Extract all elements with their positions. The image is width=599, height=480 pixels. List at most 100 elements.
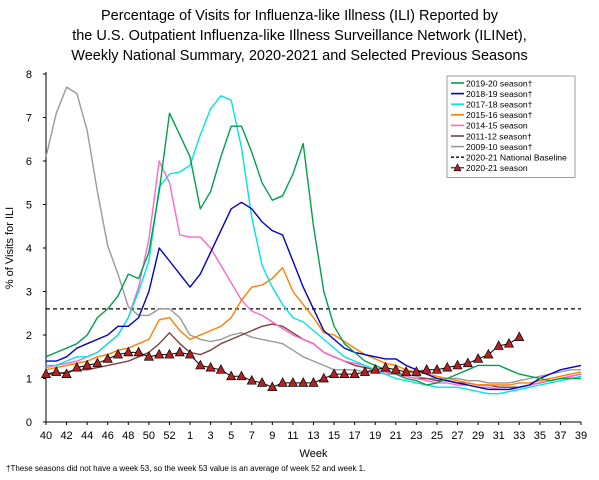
current-season-point xyxy=(40,368,52,378)
y-tick-label: 0 xyxy=(26,417,32,429)
chart-title-line-3: Weekly National Summary, 2020-2021 and S… xyxy=(71,48,528,64)
y-tick-label: 2 xyxy=(26,330,32,342)
x-tick-label: 11 xyxy=(287,430,298,442)
y-tick-label: 1 xyxy=(26,374,32,386)
x-tick-label: 33 xyxy=(513,430,525,442)
x-tick-label: 52 xyxy=(163,430,175,442)
current-season-point xyxy=(215,364,226,374)
x-tick-label: 44 xyxy=(81,430,93,442)
legend-label: 2020-21 season xyxy=(466,163,528,173)
current-season-point xyxy=(143,351,154,361)
current-season-point xyxy=(370,364,381,374)
x-tick-label: 23 xyxy=(410,430,422,442)
x-tick-label: 7 xyxy=(249,430,255,442)
current-season-point xyxy=(71,361,82,372)
legend-marker xyxy=(453,163,462,172)
y-tick-label: 5 xyxy=(26,200,32,212)
current-season-point xyxy=(349,368,360,378)
current-season-point xyxy=(401,366,412,376)
current-season-point xyxy=(195,359,206,370)
current-season-point xyxy=(174,346,185,357)
current-season-point xyxy=(308,377,319,387)
y-axis-label: % of Visits for ILI xyxy=(4,207,16,289)
series-line xyxy=(45,112,581,386)
chart-title-line-1: Percentage of Visits for Influenza-like … xyxy=(100,8,499,24)
current-season-point xyxy=(411,366,422,376)
y-tick-label: 8 xyxy=(26,69,32,81)
series-line xyxy=(46,95,582,395)
y-tick-label: 6 xyxy=(26,156,32,168)
x-tick-label: 15 xyxy=(328,430,340,442)
legend-label: 2014-15 season xyxy=(466,121,528,131)
current-season-point xyxy=(61,368,72,378)
current-season-point xyxy=(267,381,278,392)
current-season-point xyxy=(277,377,288,387)
x-axis-label: Week xyxy=(300,448,328,460)
current-season-point xyxy=(328,368,340,378)
x-tick-label: 42 xyxy=(60,430,72,442)
current-season-point xyxy=(442,361,453,372)
legend-label: 2009-10 season† xyxy=(466,142,533,152)
legend-label: 2011-12 season† xyxy=(466,131,532,141)
current-season-point xyxy=(483,348,494,359)
current-season-point xyxy=(92,357,103,368)
chart-footnote: †These seasons did not have a week 53, s… xyxy=(6,464,366,473)
current-season-point xyxy=(390,364,401,374)
current-season-point xyxy=(246,374,257,385)
x-tick-label: 19 xyxy=(369,430,381,442)
current-season-point xyxy=(256,377,268,387)
current-season-point xyxy=(452,359,463,370)
current-season-point xyxy=(339,368,350,378)
x-tick-label: 29 xyxy=(472,430,484,442)
series-line xyxy=(45,266,582,386)
current-season-point xyxy=(112,348,124,359)
x-tick-label: 13 xyxy=(307,430,319,442)
x-tick-label: 21 xyxy=(390,430,402,442)
legend-box xyxy=(446,75,576,178)
x-tick-label: 48 xyxy=(122,430,134,442)
current-season-point xyxy=(318,372,329,383)
x-tick-label: 35 xyxy=(534,430,546,442)
x-tick-label: 25 xyxy=(431,430,443,442)
legend-label: 2018-19 season† xyxy=(466,89,533,99)
chart-title-line-2: the U.S. Outpatient Influenza-like Illne… xyxy=(72,28,527,44)
y-tick-label: 7 xyxy=(26,113,32,125)
current-season-point xyxy=(493,340,504,350)
x-tick-label: 40 xyxy=(40,430,52,442)
current-season-point xyxy=(431,364,443,374)
x-tick-label: 37 xyxy=(554,430,566,442)
current-season-point xyxy=(359,366,371,376)
x-tick-label: 39 xyxy=(575,430,587,442)
x-tick-label: 3 xyxy=(208,430,214,442)
current-season-point xyxy=(462,357,473,368)
legend-label: 2015-16 season† xyxy=(466,110,533,120)
x-tick-label: 9 xyxy=(269,430,275,442)
current-season-point xyxy=(164,348,175,359)
current-season-point xyxy=(184,348,196,359)
current-season-point xyxy=(421,364,432,374)
current-season-point xyxy=(514,331,525,342)
current-season-point xyxy=(380,361,391,372)
x-tick-label: 1 xyxy=(187,430,193,442)
current-season-point xyxy=(154,348,165,359)
current-season-point xyxy=(298,377,309,387)
legend-label: 2017-18 season† xyxy=(466,100,533,110)
series-line xyxy=(46,201,582,391)
x-tick-label: 50 xyxy=(143,430,155,442)
chart-title: Percentage of Visits for Influenza-like … xyxy=(0,6,599,66)
x-tick-label: 46 xyxy=(102,430,114,442)
current-season-point xyxy=(287,377,299,387)
current-season-point xyxy=(102,353,113,363)
x-tick-label: 17 xyxy=(349,430,361,442)
series-line xyxy=(45,160,582,391)
current-season-point xyxy=(123,346,134,357)
current-season-point xyxy=(236,370,247,381)
current-season-point xyxy=(51,366,62,376)
y-tick-label: 4 xyxy=(26,243,32,255)
current-season-point xyxy=(205,361,216,372)
x-tick-label: 27 xyxy=(451,430,463,442)
legend-label: 2019-20 season† xyxy=(466,78,533,88)
current-season-point xyxy=(133,346,144,357)
x-tick-label: 5 xyxy=(228,430,234,442)
